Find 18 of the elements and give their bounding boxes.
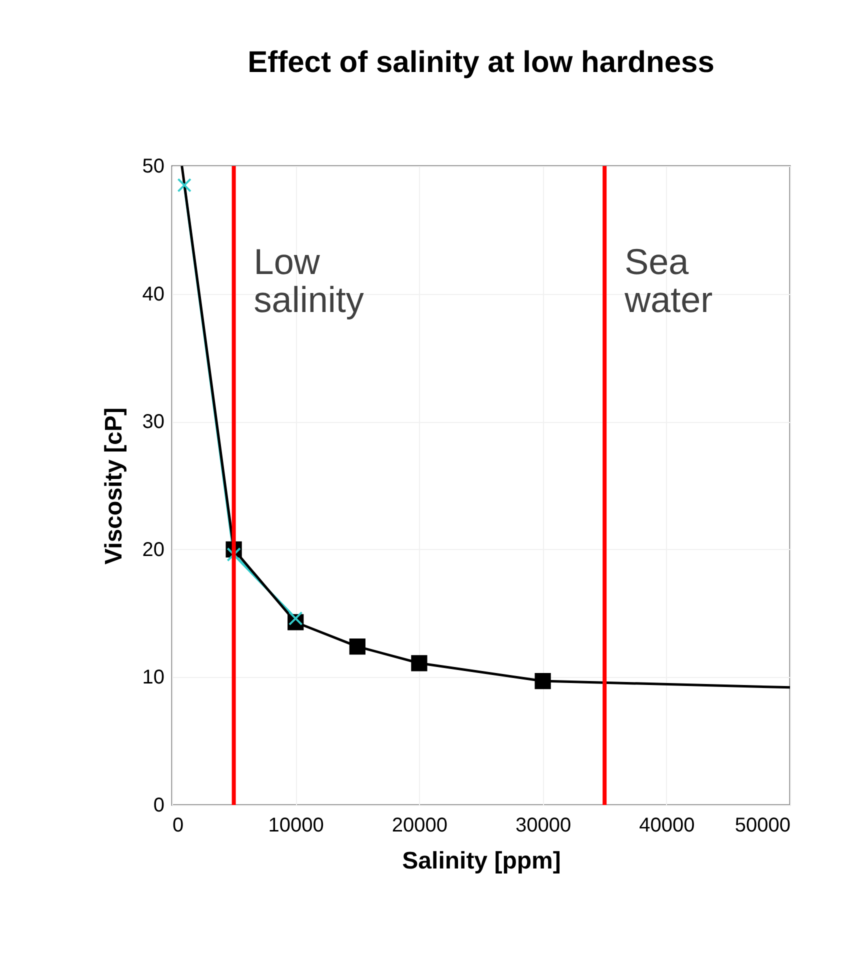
y-axis-title: Viscosity [cP] xyxy=(100,408,128,564)
y-tick-label: 50 xyxy=(142,156,164,178)
line-series xyxy=(180,164,792,690)
x-axis-title: Salinity [ppm] xyxy=(402,848,561,874)
x-tick-label: 40000 xyxy=(639,814,695,836)
ref-line-label: Sea water xyxy=(624,241,713,320)
x-tick-label: 20000 xyxy=(392,814,448,836)
y-tick-label: 0 xyxy=(153,794,164,816)
x-tick-label: 50000 xyxy=(734,814,790,836)
y-tick-label: 10 xyxy=(142,666,164,689)
y-tick-label: 40 xyxy=(142,283,164,306)
y-tick-label: 30 xyxy=(142,411,164,434)
x-tick-label: 0 xyxy=(172,814,184,836)
y-tick-label: 20 xyxy=(142,538,164,561)
x-tick-label: 10000 xyxy=(268,814,324,836)
ref-line-label: Low salinity xyxy=(254,241,364,320)
chart-title: Effect of salinity at low hardness xyxy=(248,46,714,79)
x-tick-label: 30000 xyxy=(515,814,572,836)
